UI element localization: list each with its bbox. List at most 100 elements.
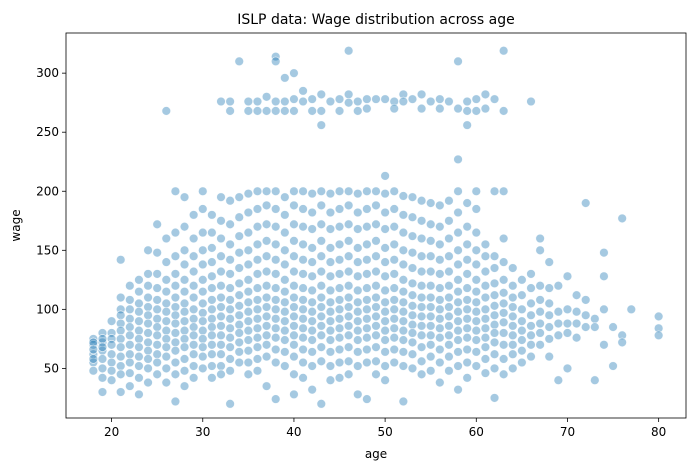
data-point xyxy=(115,361,126,371)
data-point xyxy=(544,334,554,344)
data-point xyxy=(498,275,509,285)
data-point xyxy=(188,373,199,383)
data-point xyxy=(125,368,135,378)
data-point xyxy=(371,330,381,341)
data-point xyxy=(207,314,217,324)
data-point xyxy=(106,357,117,368)
data-point xyxy=(261,106,272,116)
data-point xyxy=(125,357,135,368)
data-point xyxy=(289,236,299,246)
data-point xyxy=(207,361,217,371)
data-point xyxy=(289,351,299,362)
data-point xyxy=(115,325,126,336)
data-point xyxy=(234,319,244,330)
data-point xyxy=(471,286,482,297)
data-point xyxy=(508,363,518,374)
data-point xyxy=(398,275,409,285)
data-point xyxy=(152,369,162,380)
data-point xyxy=(380,306,390,317)
data-point xyxy=(526,269,536,279)
data-point xyxy=(480,304,491,315)
data-point xyxy=(243,286,254,297)
data-point xyxy=(407,192,418,202)
data-point xyxy=(453,259,463,270)
data-point xyxy=(362,186,372,197)
data-point xyxy=(362,295,372,305)
data-point xyxy=(207,349,217,359)
data-point xyxy=(298,283,308,293)
data-point xyxy=(343,356,354,367)
data-point xyxy=(280,245,290,256)
data-point xyxy=(261,351,272,362)
data-point xyxy=(380,347,390,357)
data-point xyxy=(371,266,381,277)
data-point xyxy=(252,96,263,107)
data-point xyxy=(535,340,545,350)
data-point xyxy=(143,310,153,321)
data-point xyxy=(243,345,254,356)
data-point xyxy=(453,154,463,165)
data-point xyxy=(462,254,472,265)
data-point xyxy=(389,344,399,355)
data-point xyxy=(106,366,117,376)
data-point xyxy=(462,332,472,343)
data-point xyxy=(134,286,144,297)
data-point xyxy=(353,361,363,371)
data-point xyxy=(261,236,272,246)
x-tick-label: 60 xyxy=(469,425,484,439)
data-point xyxy=(179,275,190,285)
x-axis: 20 30 40 50 60 70 80 xyxy=(104,418,666,439)
data-point xyxy=(216,361,226,371)
x-tick-label: 50 xyxy=(377,425,392,439)
data-point xyxy=(453,297,463,308)
data-point xyxy=(234,301,244,311)
data-point xyxy=(298,204,308,214)
data-point xyxy=(334,204,345,214)
data-point xyxy=(398,396,409,407)
data-point xyxy=(453,186,463,197)
data-point xyxy=(207,283,217,293)
data-point xyxy=(407,328,418,338)
chart-title: ISLP data: Wage distribution across age xyxy=(237,12,515,28)
data-point xyxy=(425,266,436,277)
data-point xyxy=(270,295,281,305)
data-point xyxy=(298,221,308,232)
data-point xyxy=(289,311,299,322)
data-point xyxy=(362,269,372,279)
data-point xyxy=(298,373,308,383)
data-point xyxy=(444,233,454,244)
data-point xyxy=(316,251,327,261)
data-point xyxy=(152,283,162,293)
data-point xyxy=(125,330,135,341)
data-point xyxy=(270,314,281,324)
data-point xyxy=(343,97,354,108)
data-point xyxy=(179,298,190,309)
data-point xyxy=(398,191,409,201)
data-point xyxy=(188,349,199,359)
data-point xyxy=(325,325,336,336)
data-point xyxy=(453,286,463,297)
data-point xyxy=(435,221,445,232)
data-point xyxy=(517,304,527,315)
data-point xyxy=(653,323,664,333)
data-point xyxy=(179,192,190,202)
data-point xyxy=(161,275,172,285)
data-point xyxy=(298,344,308,355)
data-point xyxy=(526,310,536,321)
data-point xyxy=(371,280,381,291)
data-point xyxy=(261,321,272,331)
data-point xyxy=(270,394,281,404)
data-point xyxy=(225,332,235,343)
data-point xyxy=(316,292,327,303)
data-point xyxy=(544,351,554,362)
data-point xyxy=(425,198,436,208)
data-point xyxy=(343,45,354,56)
data-point xyxy=(170,280,181,291)
data-point xyxy=(508,311,518,322)
data-point xyxy=(289,321,299,331)
data-point xyxy=(480,103,491,114)
data-point xyxy=(435,239,445,250)
data-point xyxy=(143,363,153,374)
data-point xyxy=(462,283,472,293)
data-point xyxy=(225,304,235,315)
